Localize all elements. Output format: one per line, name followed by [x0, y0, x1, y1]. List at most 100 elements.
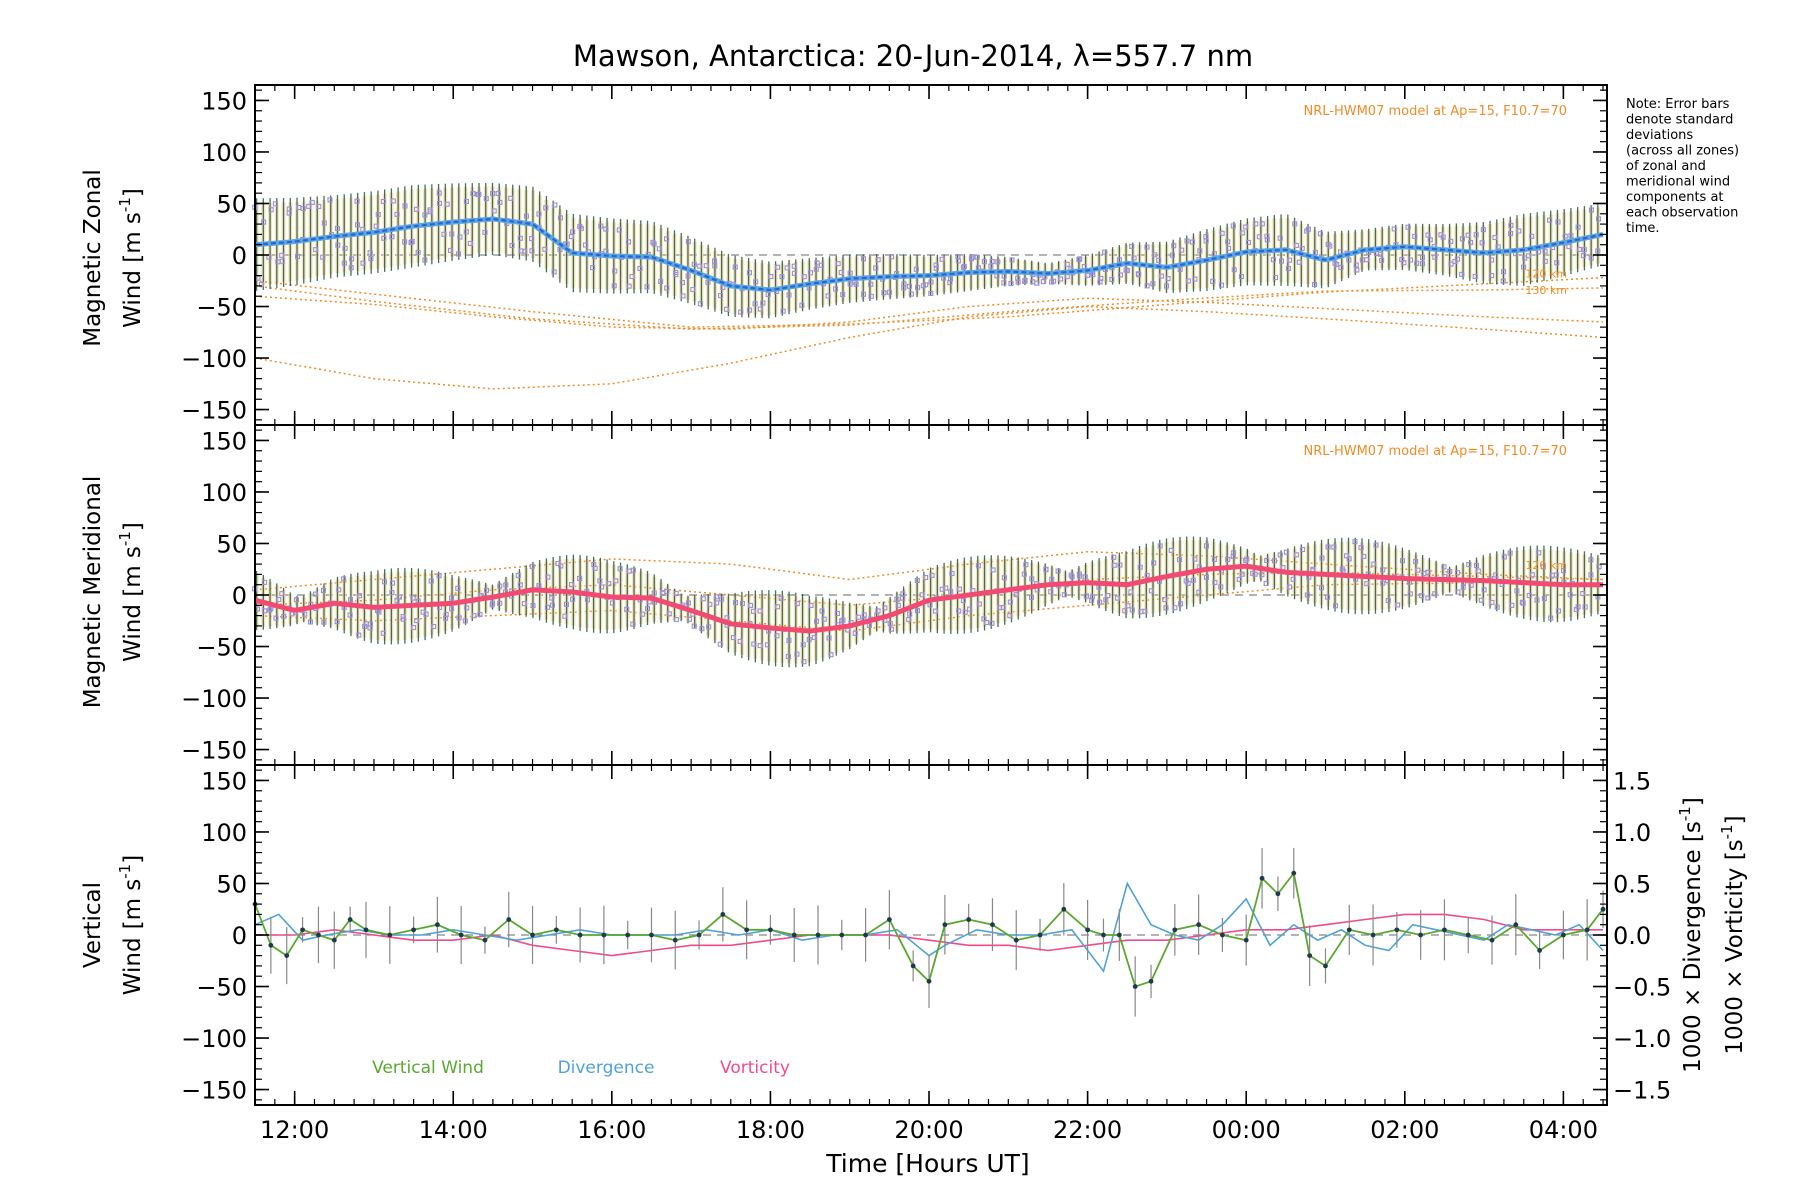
scatter-point [1203, 574, 1210, 580]
scatter-point [969, 254, 975, 260]
scatter-point [1125, 603, 1131, 609]
scatter-point [584, 597, 591, 603]
scatter-point [1013, 592, 1019, 598]
scatter-point [821, 616, 827, 622]
scatter-point [1000, 604, 1006, 611]
scatter-point [1102, 249, 1108, 255]
scatter-point [1009, 257, 1015, 263]
scatter-point [360, 260, 366, 266]
scatter-point [1508, 222, 1514, 228]
scatter-point [1459, 236, 1465, 242]
scatter-point [612, 268, 618, 274]
scatter-point [719, 596, 725, 602]
scatter-point [508, 195, 514, 201]
scatter-point [852, 630, 858, 636]
scatter-point [1555, 608, 1562, 614]
scatter-point [1285, 265, 1292, 271]
y-tick-label: 100 [201, 479, 247, 507]
scatter-point [644, 606, 651, 612]
scatter-point [774, 604, 781, 610]
scatter-point [1596, 564, 1602, 570]
y-tick-label: 150 [201, 767, 247, 795]
y-tick-label: 50 [216, 870, 247, 898]
scatter-point [1536, 550, 1542, 556]
scatter-point [1253, 221, 1259, 227]
scatter-point [808, 602, 814, 609]
scatter-point [334, 225, 341, 231]
y-tick-label: −50 [196, 294, 247, 322]
vorticity-ylabel: 1000 × Vorticity [s-1] [1718, 815, 1748, 1054]
scatter-point [1575, 604, 1581, 610]
vertical-wind-point [910, 963, 916, 969]
scatter-point [609, 600, 616, 606]
vertical-wind-point [942, 922, 948, 928]
scatter-point [402, 203, 408, 209]
scatter-point [686, 616, 693, 622]
scatter-point [1432, 591, 1438, 597]
vertical-ylabel2: Wind [m s-1] [116, 855, 146, 995]
vertical-ylabel-text: Wind [120, 937, 146, 995]
vertical-wind-point [1101, 932, 1106, 938]
scatter-point [262, 608, 268, 614]
scatter-point [1048, 589, 1054, 595]
scatter-point [1441, 564, 1447, 570]
scatter-point [1448, 238, 1454, 244]
scatter-point [341, 260, 347, 266]
vertical-wind-point [347, 917, 353, 922]
meridional-mean-line [254, 563, 1603, 634]
scatter-point [774, 633, 780, 639]
scatter-point [448, 247, 454, 253]
scatter-point [570, 229, 576, 235]
vorticity-ylabel-sup: -1 [1718, 824, 1736, 839]
vertical-wind-point [815, 932, 821, 938]
scatter-point [939, 256, 945, 262]
scatter-point [598, 223, 604, 229]
scatter-point [1448, 261, 1454, 267]
scatter-point [929, 572, 935, 578]
scatter-point [568, 234, 575, 240]
vorticity-ylabel-close: ] [1722, 815, 1748, 824]
scatter-point [1319, 585, 1325, 591]
scatter-point [1412, 233, 1418, 239]
scatter-point [664, 285, 670, 291]
scatter-point [1542, 258, 1548, 264]
scatter-point [1022, 278, 1028, 284]
scatter-point [1466, 561, 1472, 568]
scatter-point [471, 613, 477, 619]
y-tick-label: 0 [232, 922, 247, 950]
scatter-point [666, 611, 672, 617]
vertical-wind-point [1116, 932, 1122, 938]
scatter-point [1157, 543, 1163, 549]
scatter-point [1007, 613, 1013, 619]
scatter-point [1238, 274, 1245, 280]
scatter-point [1312, 249, 1318, 256]
scatter-point [1001, 280, 1007, 286]
scatter-point [644, 284, 650, 290]
scatter-point [1576, 246, 1582, 252]
scatter-point [1076, 571, 1082, 577]
scatter-point [1327, 243, 1333, 249]
scatter-point [1500, 278, 1506, 284]
scatter-point [294, 253, 301, 260]
scatter-point [673, 616, 679, 623]
scatter-point [307, 619, 313, 625]
scatter-point [1534, 597, 1540, 603]
scatter-point [529, 235, 535, 242]
scatter-point [1519, 599, 1525, 605]
vertical-wind-point [434, 922, 440, 928]
scatter-point [1124, 268, 1131, 274]
meridional-ylabel-line1: Magnetic Meridional [80, 476, 106, 709]
scatter-point [376, 609, 382, 615]
scatter-point [1526, 592, 1532, 599]
scatter-point [1529, 233, 1535, 239]
scatter-point [1566, 244, 1572, 250]
scatter-point [1414, 260, 1420, 266]
scatter-point [1023, 562, 1029, 568]
vertical-wind-point [1370, 932, 1376, 938]
vertical-wind-point [553, 927, 559, 933]
right-tick-label: −0.5 [1613, 974, 1671, 1002]
scatter-point [521, 601, 527, 607]
y-tick-label: 0 [232, 582, 247, 610]
scatter-point [1007, 599, 1013, 605]
scatter-point [1129, 243, 1135, 249]
